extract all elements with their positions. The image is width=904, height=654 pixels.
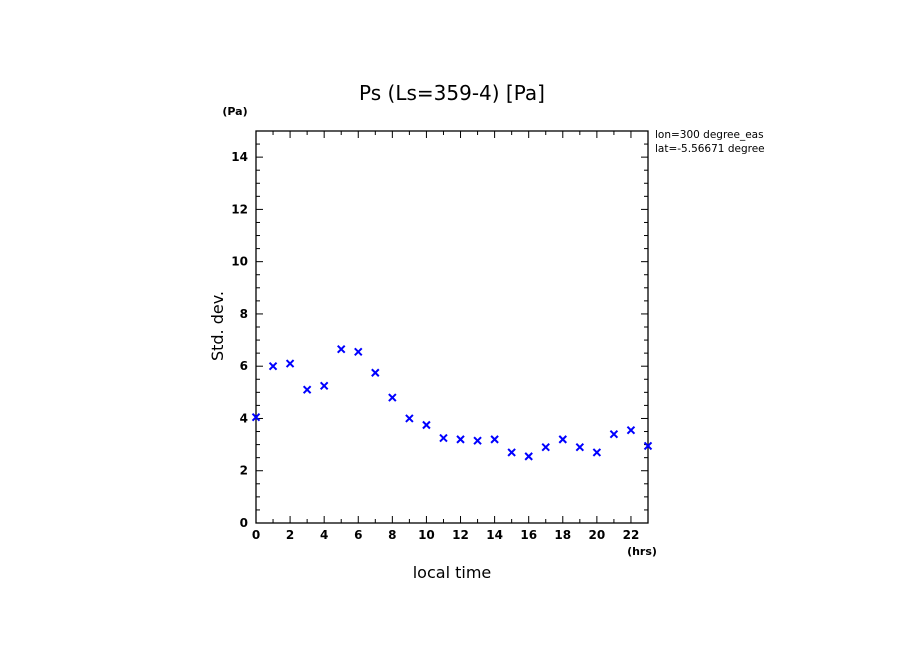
data-point-stroke	[609, 429, 619, 439]
x-tick-label: 22	[623, 528, 640, 542]
data-point-stroke	[302, 385, 312, 394]
data-point-stroke	[592, 448, 602, 457]
y-tick-label: 10	[231, 255, 248, 269]
x-axis-label: local time	[413, 563, 492, 582]
data-point	[575, 443, 585, 452]
chart-title: Ps (Ls=359-4) [Pa]	[359, 81, 545, 105]
x-tick-label: 2	[286, 528, 294, 542]
data-point	[354, 347, 363, 357]
y-tick-label: 2	[240, 464, 248, 478]
y-tick-label: 12	[231, 202, 248, 216]
data-points	[251, 345, 653, 461]
data-point-stroke	[422, 420, 431, 430]
data-point	[490, 435, 499, 444]
data-point	[268, 361, 278, 371]
data-point-stroke	[490, 435, 499, 444]
y-tick-label: 8	[240, 307, 248, 321]
data-point	[524, 452, 533, 461]
data-point-stroke	[575, 443, 585, 452]
y-tick-label: 6	[240, 359, 248, 373]
annotation-lon: lon=300 degree_eas	[655, 129, 764, 141]
x-unit-label: (hrs)	[627, 545, 657, 558]
data-point-stroke	[319, 381, 329, 391]
data-point	[541, 443, 550, 452]
data-point-stroke	[541, 443, 550, 452]
data-point-stroke	[405, 414, 414, 423]
data-point	[319, 381, 329, 391]
x-tick-label: 16	[520, 528, 537, 542]
data-point-stroke	[337, 345, 346, 354]
plot-frame	[255, 130, 649, 524]
y-axis-label: Std. dev.	[208, 291, 227, 361]
tick-labels: 0 2 4 6 8 10 12 14 16 18 20 22 0 2 4 6 8 10 12 14	[231, 150, 639, 542]
data-point	[507, 448, 516, 457]
x-tick-label: 0	[252, 528, 260, 542]
data-point	[558, 435, 567, 444]
data-point	[371, 368, 380, 377]
x-tick-label: 10	[418, 528, 435, 542]
data-point-stroke	[456, 435, 465, 444]
axis-ticks	[255, 130, 649, 524]
data-point-stroke	[268, 361, 278, 371]
data-point-stroke	[439, 433, 448, 443]
data-point	[643, 441, 653, 451]
x-tick-label: 14	[486, 528, 503, 542]
data-point-stroke	[473, 436, 482, 445]
annotation-lat: lat=-5.56671 degree	[655, 143, 765, 155]
data-point	[337, 345, 346, 354]
data-point	[626, 426, 636, 435]
data-point	[285, 359, 295, 368]
data-point	[388, 393, 397, 402]
y-tick-label: 4	[240, 411, 248, 425]
data-point	[473, 436, 482, 445]
data-point-stroke	[558, 435, 567, 444]
x-tick-label: 20	[589, 528, 606, 542]
data-point-stroke	[371, 368, 380, 377]
data-point	[456, 435, 465, 444]
data-point-stroke	[285, 359, 295, 368]
data-point-stroke	[524, 452, 533, 461]
data-point-stroke	[507, 448, 516, 457]
data-point	[592, 448, 602, 457]
x-tick-label: 8	[388, 528, 396, 542]
data-point-stroke	[354, 347, 363, 357]
data-point	[302, 385, 312, 394]
y-tick-label: 14	[231, 150, 248, 164]
data-point	[609, 429, 619, 439]
x-tick-label: 12	[452, 528, 469, 542]
x-tick-label: 18	[554, 528, 571, 542]
data-point	[439, 433, 448, 443]
data-point	[251, 412, 261, 422]
x-tick-label: 4	[320, 528, 328, 542]
data-point-stroke	[388, 393, 397, 402]
y-unit-label: (Pa)	[222, 105, 247, 118]
data-point-stroke	[626, 426, 636, 435]
data-point-stroke	[643, 441, 653, 451]
data-point	[405, 414, 414, 423]
y-tick-label: 0	[240, 516, 248, 530]
data-point-stroke	[251, 412, 261, 422]
data-point	[422, 420, 431, 430]
x-tick-label: 6	[354, 528, 362, 542]
